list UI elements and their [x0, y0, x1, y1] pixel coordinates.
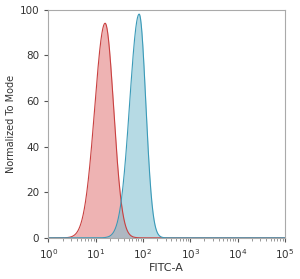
- Y-axis label: Normalized To Mode: Normalized To Mode: [6, 75, 16, 173]
- X-axis label: FITC-A: FITC-A: [149, 263, 184, 273]
